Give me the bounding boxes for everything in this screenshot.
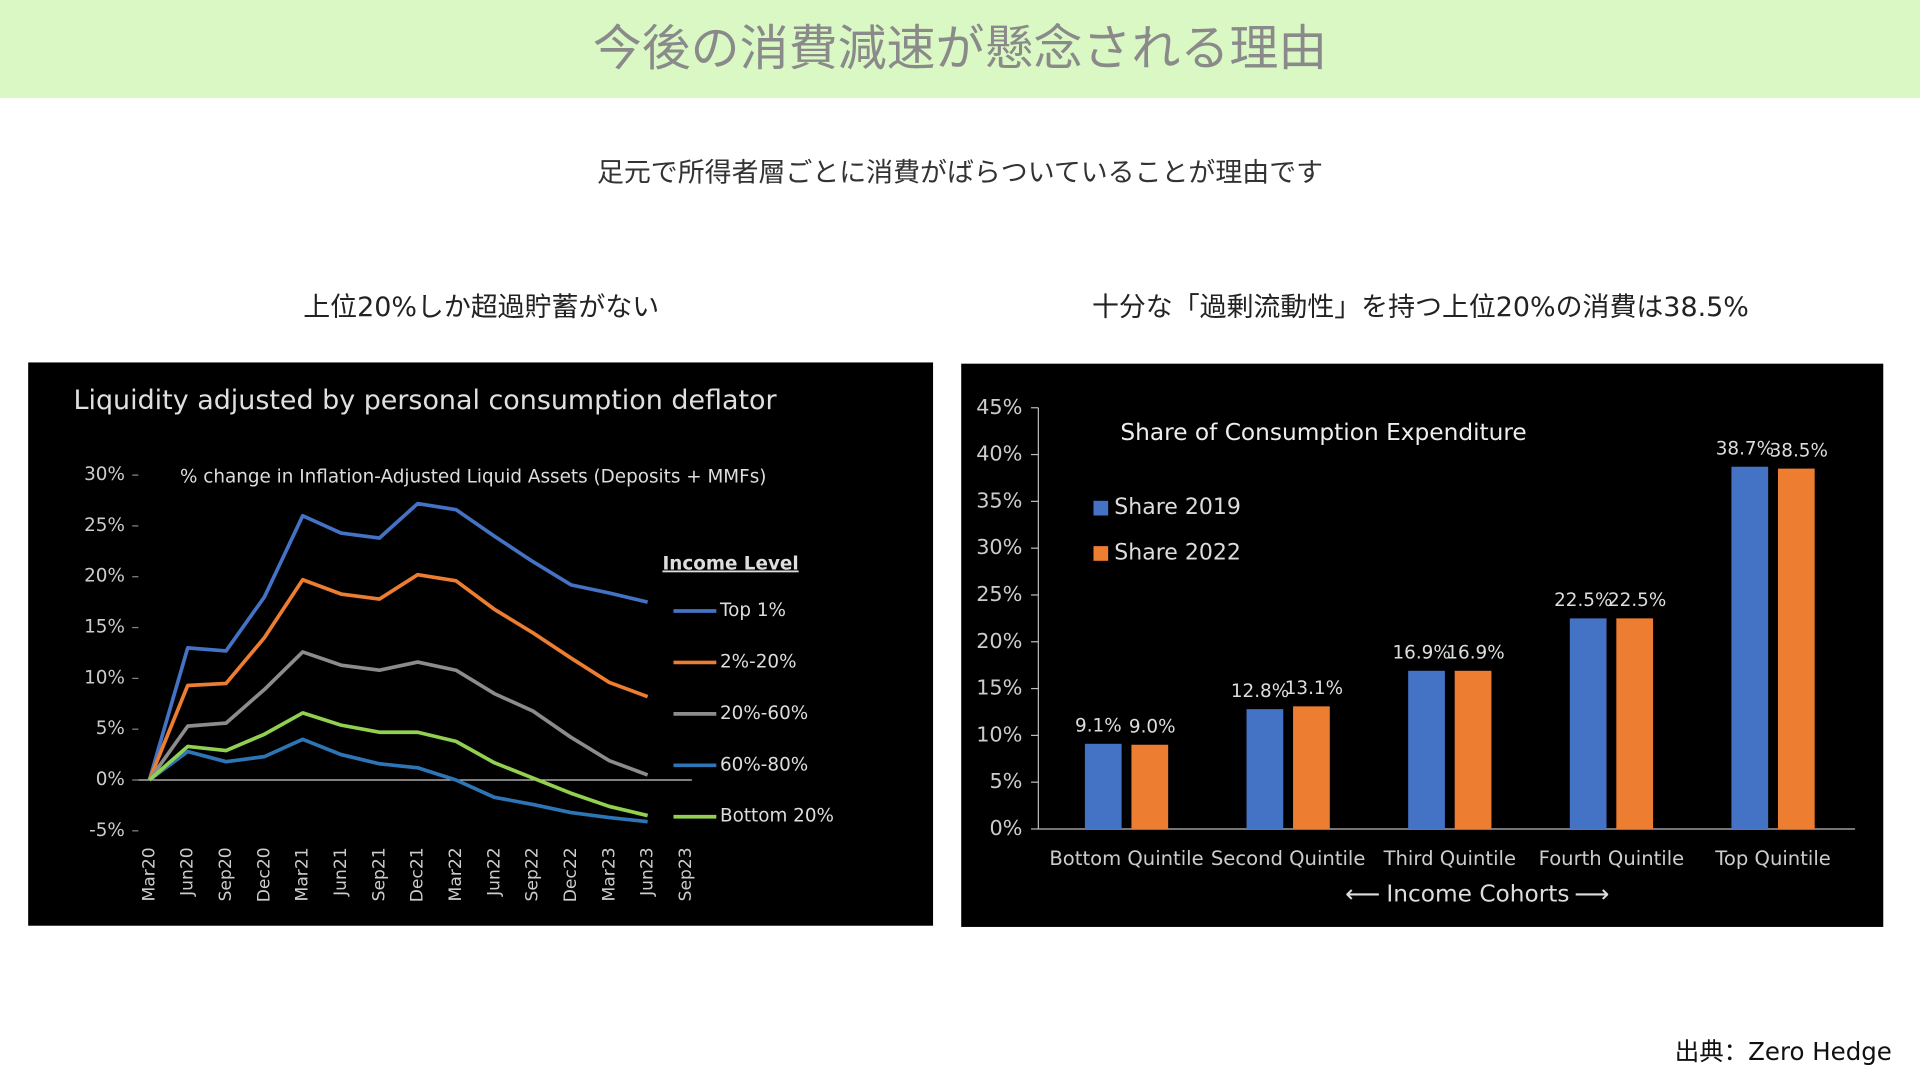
x-tick-label: Mar22 xyxy=(446,847,466,901)
chart-background xyxy=(28,362,934,926)
value-label: 16.9% xyxy=(1446,643,1504,664)
bar xyxy=(1293,706,1330,829)
x-tick-label: Third Quintile xyxy=(1383,847,1516,870)
arrow-right: ⟶ xyxy=(1574,879,1609,908)
legend-label: Share 2019 xyxy=(1114,495,1241,520)
y-tick-label: 25% xyxy=(976,582,1022,606)
arrow-left: ⟵ xyxy=(1345,879,1380,908)
header-title: 今後の消費減速が懸念される理由 xyxy=(593,20,1328,77)
series-line xyxy=(147,501,649,781)
value-label: 22.5% xyxy=(1554,590,1612,611)
y-tick-label: 10% xyxy=(84,667,125,688)
x-tick-label: Mar21 xyxy=(293,847,313,901)
chart-subtitle: % change in Inflation-Adjusted Liquid As… xyxy=(180,467,766,488)
value-label: 9.1% xyxy=(1075,716,1122,737)
x-tick-label: Top Quintile xyxy=(1714,847,1831,870)
legend-title: Income Level xyxy=(662,553,798,574)
series-line xyxy=(147,650,649,782)
chart-title: Liquidity adjusted by personal consumpti… xyxy=(73,385,777,416)
legend-swatch xyxy=(1093,546,1109,561)
y-tick-label: 0% xyxy=(989,816,1022,840)
x-tick-label: Bottom Quintile xyxy=(1049,847,1203,870)
x-tick-label: Fourth Quintile xyxy=(1539,847,1685,870)
y-tick-label: 30% xyxy=(976,535,1022,559)
x-tick-label: Jun22 xyxy=(484,847,504,897)
y-tick-label: 35% xyxy=(976,488,1022,512)
chart-title: Share of Consumption Expenditure xyxy=(1120,419,1526,446)
legend-label: 60%-80% xyxy=(720,754,808,775)
y-tick-label: 15% xyxy=(976,676,1022,700)
bar xyxy=(1569,618,1607,829)
y-tick-label: 30% xyxy=(84,464,125,485)
bar xyxy=(1246,709,1284,829)
y-tick-label: 20% xyxy=(84,566,125,587)
left-caption: 上位20%しか超過貯蓄がない xyxy=(303,292,659,323)
subtitle: 足元で所得者層ごとに消費がばらついていることが理由です xyxy=(597,157,1323,188)
x-tick-label: Sep21 xyxy=(369,847,389,901)
series-line xyxy=(148,737,648,824)
series-line xyxy=(148,711,649,818)
value-label: 9.0% xyxy=(1129,717,1176,738)
legend-swatch xyxy=(1093,500,1109,516)
right-caption: 十分な「過剰流動性」を持つ上位20%の消費は38.5% xyxy=(1092,292,1749,323)
y-tick-label: 40% xyxy=(976,442,1022,466)
y-tick-label: 10% xyxy=(976,722,1022,746)
value-label: 12.8% xyxy=(1231,681,1289,702)
y-tick-label: 15% xyxy=(84,617,125,638)
bar xyxy=(1454,670,1492,829)
bar xyxy=(1777,468,1815,829)
value-label: 13.1% xyxy=(1285,678,1343,699)
value-label: 38.5% xyxy=(1770,440,1828,461)
x-tick-label: Sep20 xyxy=(216,847,236,901)
y-tick-label: -5% xyxy=(89,820,125,841)
y-tick-label: 20% xyxy=(976,629,1022,653)
header-band xyxy=(0,0,1920,98)
legend-label: 2%-20% xyxy=(720,651,797,672)
source: 出典：Zero Hedge xyxy=(1675,1037,1892,1066)
legend-label: Bottom 20% xyxy=(720,806,834,827)
x-tick-label: Mar20 xyxy=(139,847,159,901)
x-tick-label: Dec22 xyxy=(561,847,581,902)
value-label: 22.5% xyxy=(1608,590,1666,611)
series-line xyxy=(147,572,649,781)
value-label: 16.9% xyxy=(1392,643,1450,664)
y-tick-label: 45% xyxy=(976,395,1022,419)
bar xyxy=(1131,744,1169,829)
bar xyxy=(1731,466,1769,829)
x-tick-label: Dec20 xyxy=(254,847,274,902)
legend-label: Top 1% xyxy=(719,600,786,621)
x-tick-label: Second Quintile xyxy=(1211,847,1366,870)
chart-background xyxy=(961,363,1884,927)
legend-label: Share 2022 xyxy=(1114,540,1241,565)
y-tick-label: 5% xyxy=(96,718,125,739)
y-tick-label: 0% xyxy=(96,769,125,790)
x-tick-label: Mar23 xyxy=(599,847,619,901)
x-axis-label: Income Cohorts xyxy=(1386,881,1569,908)
bar xyxy=(1616,618,1654,829)
y-tick-label: 5% xyxy=(989,769,1022,793)
value-label: 38.7% xyxy=(1716,439,1774,460)
x-tick-label: Jun20 xyxy=(178,847,198,897)
x-tick-label: Sep22 xyxy=(523,847,543,901)
x-tick-label: Sep23 xyxy=(676,847,696,901)
y-tick-label: 25% xyxy=(84,515,125,536)
bar xyxy=(1084,743,1122,829)
legend-label: 20%-60% xyxy=(720,703,808,724)
x-tick-label: Dec21 xyxy=(408,847,428,902)
x-tick-label: Jun23 xyxy=(638,847,658,897)
x-tick-label: Jun21 xyxy=(331,847,351,897)
bar xyxy=(1408,670,1445,829)
